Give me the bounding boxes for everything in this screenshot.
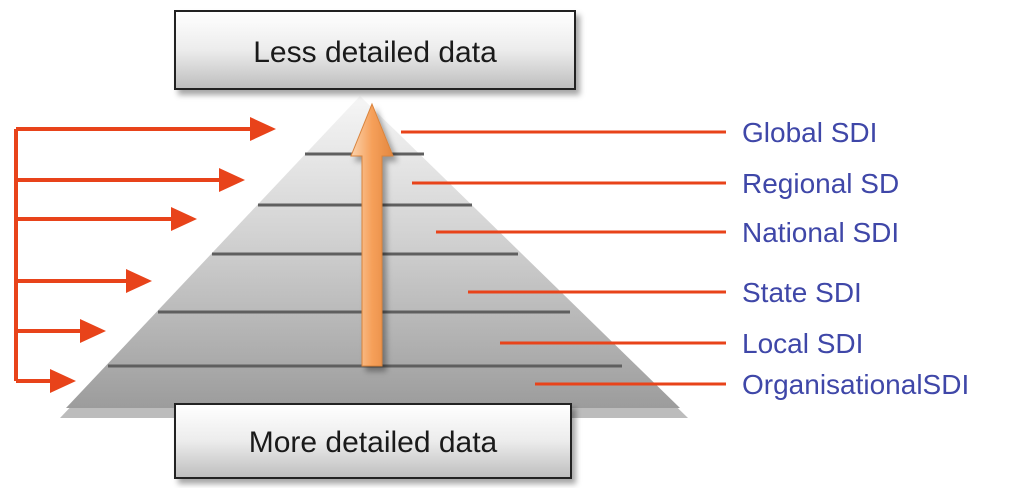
level-label: State SDI (742, 277, 862, 308)
central-up-arrow (350, 102, 394, 367)
bottom-box-label: More detailed data (249, 426, 498, 459)
arrowhead-icon (126, 269, 152, 293)
level-labels: Global SDI Regional SD National SDI State S… (742, 117, 969, 400)
level-label: Local SDI (742, 328, 863, 359)
top-box (174, 10, 576, 90)
level-label: Global SDI (742, 117, 877, 148)
arrowhead-icon (250, 117, 276, 141)
level-label: OrganisationalSDI (742, 369, 969, 400)
left-arrow-bracket (14, 117, 276, 393)
bottom-box (174, 403, 572, 479)
top-box-label: Less detailed data (253, 36, 497, 69)
leader-lines (401, 130, 726, 386)
arrowhead-icon (80, 319, 106, 343)
arrowhead-icon (171, 207, 197, 231)
level-label: National SDI (742, 217, 899, 248)
arrowhead-icon (50, 369, 76, 393)
level-label: Regional SD (742, 168, 899, 199)
arrowhead-icon (219, 168, 245, 192)
